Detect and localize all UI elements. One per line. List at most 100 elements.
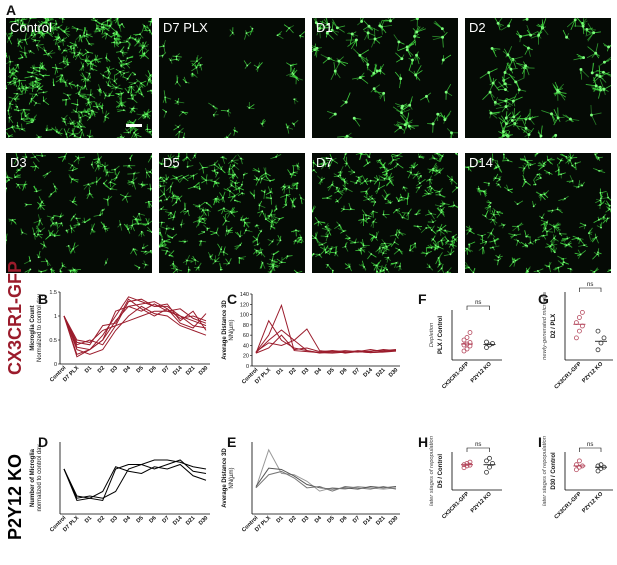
x-tick-label: D4: [314, 367, 324, 377]
panel-letter-i: I: [538, 434, 542, 450]
data-point: [574, 462, 579, 468]
series-line-3: [63, 463, 207, 499]
y-tick-label: 80: [243, 323, 249, 329]
data-point: [484, 345, 489, 350]
micrograph-label: Control: [10, 20, 52, 35]
x-tick-label: D5: [326, 367, 335, 376]
panel-letter-b: B: [38, 291, 48, 307]
x-tick-label: CX3CR1-GFP: [441, 361, 470, 390]
significance-label: ns: [475, 442, 481, 448]
x-tick-label: D1: [84, 515, 93, 524]
x-tick-label: D5: [136, 365, 145, 374]
series-line-3: [63, 298, 207, 346]
micrograph-label: D3: [10, 155, 27, 170]
series-line-1: [63, 459, 207, 502]
x-tick-label: D4: [123, 515, 133, 525]
series-line-5: [255, 334, 397, 354]
x-tick-label: P2Y12 KO: [470, 361, 494, 385]
series-line-1: [255, 448, 397, 492]
y-axis-label: NN(µm): [229, 319, 235, 340]
significance-label: ns: [587, 442, 593, 448]
micrograph-d14: D14: [465, 153, 611, 273]
y-axis-label: D30 / Control: [551, 452, 557, 490]
x-tick-label: D30: [388, 515, 400, 527]
y-tick-label: 60: [243, 333, 249, 339]
x-tick-label: D21: [375, 515, 387, 527]
micrograph-label: D14: [469, 155, 493, 170]
series-line-4: [255, 339, 397, 354]
x-tick-label: P2Y12 KO: [581, 491, 605, 515]
series-line-6: [63, 301, 207, 358]
data-point: [598, 462, 604, 468]
series-line-2: [255, 467, 397, 490]
data-point: [595, 347, 601, 353]
x-tick-label: CX3CR1-GFP: [554, 491, 583, 520]
data-point: [461, 342, 467, 348]
data-point: [580, 309, 585, 315]
data-point: [574, 335, 579, 341]
micrograph-label: D7 PLX: [163, 20, 208, 35]
x-tick-label: D7: [352, 515, 361, 524]
panel-letter-h: H: [418, 434, 428, 450]
x-tick-label: D14: [172, 515, 184, 527]
y-axis-label: Average Distance 3D: [222, 448, 228, 508]
data-point: [467, 330, 473, 335]
x-tick-label: D2: [288, 367, 297, 376]
panel-letter-e: E: [227, 434, 236, 450]
x-tick-label: D7: [161, 515, 170, 524]
significance-bracket: [466, 447, 490, 452]
x-tick-label: D21: [375, 367, 387, 379]
data-point: [464, 460, 470, 466]
data-point: [464, 346, 470, 352]
micrograph-label: D5: [163, 155, 180, 170]
data-point: [577, 464, 582, 470]
y-tick-label: 40: [243, 343, 249, 349]
x-tick-label: D30: [198, 515, 210, 527]
x-tick-label: D3: [110, 515, 119, 524]
y-axis-label: Microglia Count: [30, 305, 36, 350]
series-line-2: [63, 459, 207, 499]
micrograph-d2: D2: [465, 18, 611, 138]
x-tick-label: D1: [84, 365, 93, 374]
series-line-1: [255, 319, 397, 354]
micrograph-d5: D5: [159, 153, 305, 273]
significance-bracket: [579, 447, 602, 452]
significance-bracket: [579, 287, 602, 292]
x-tick-label: D2: [97, 515, 106, 524]
data-point: [464, 463, 470, 469]
micrograph-d7: D7: [312, 153, 458, 273]
micrograph-d7-plx: D7 PLX: [159, 18, 305, 138]
y-axis-sublabel: newly-generated microglia: [542, 291, 548, 359]
data-point: [484, 339, 489, 345]
panel-letter-c: C: [227, 291, 237, 307]
data-point: [484, 469, 489, 475]
series-line-2: [255, 303, 397, 354]
y-axis-label: NN(µm): [229, 467, 235, 488]
micrograph-label: D7: [316, 155, 333, 170]
scale-bar: [126, 124, 142, 127]
y-axis-label: D5 / Control: [438, 454, 444, 488]
significance-label: ns: [475, 300, 481, 306]
x-tick-label: P2Y12 KO: [470, 491, 494, 515]
panel-letter-g: G: [538, 291, 549, 307]
data-point: [577, 328, 582, 334]
y-axis-sublabel: Depletion: [429, 323, 435, 348]
data-point: [464, 335, 470, 340]
x-tick-label: D30: [388, 367, 400, 379]
x-tick-label: D14: [172, 365, 184, 377]
micrograph-d1: D1: [312, 18, 458, 138]
data-point: [595, 328, 601, 334]
x-tick-label: D2: [288, 515, 297, 524]
data-point: [461, 337, 467, 343]
series-line-3: [255, 470, 397, 492]
x-tick-label: D14: [362, 515, 374, 527]
y-tick-label: 0: [54, 362, 57, 368]
x-tick-label: D5: [136, 515, 145, 524]
x-tick-label: D3: [301, 367, 310, 376]
micrograph-d3: D3: [6, 153, 152, 273]
